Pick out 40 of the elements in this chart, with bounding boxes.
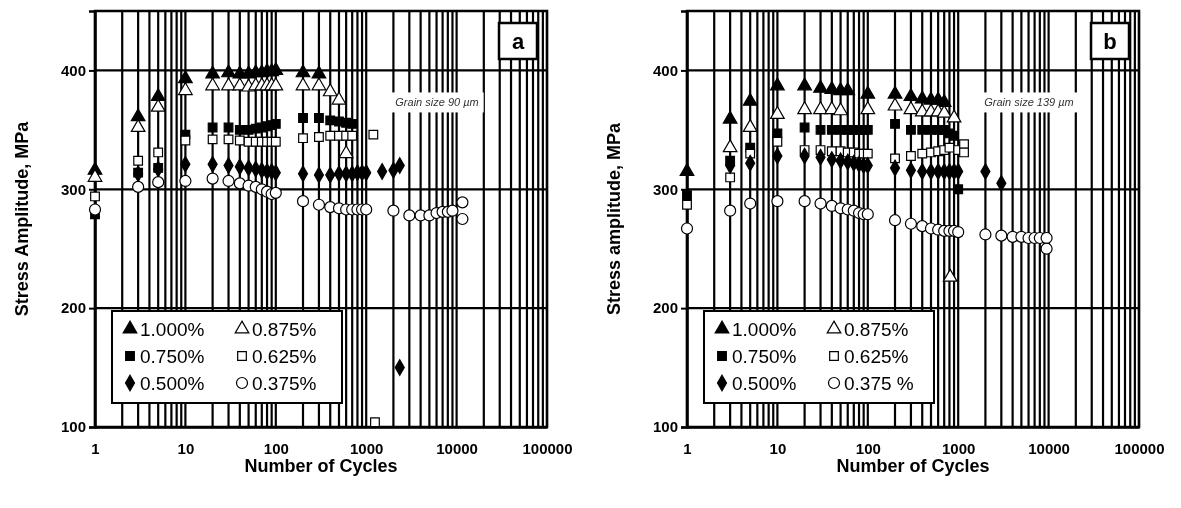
x-tick-label: 1 — [91, 440, 100, 457]
y-tick-label: 400 — [60, 61, 86, 79]
legend-label: 0.750% — [732, 346, 797, 367]
y-tick-label: 200 — [652, 299, 678, 317]
legend-label: 1.000% — [732, 319, 797, 340]
legend-label: 1.000% — [140, 319, 205, 340]
legend-label: 0.625% — [252, 346, 317, 367]
legend-label: 0.375% — [252, 373, 317, 394]
legend-label: 0.875% — [844, 319, 909, 340]
x-tick-label: 10 — [769, 440, 787, 457]
y-tick-label: 300 — [60, 180, 86, 198]
x-tick-label: 10000 — [1028, 440, 1070, 457]
annotation: Grain size 90 µm — [395, 96, 479, 109]
y-tick-label: 200 — [60, 299, 86, 317]
x-tick-label: 10000 — [436, 440, 478, 457]
y-tick-label: 300 — [652, 180, 678, 198]
x-axis-title: Number of Cycles — [836, 456, 990, 476]
x-tick-label: 100000 — [522, 440, 573, 457]
annotation: a — [511, 29, 525, 54]
legend-label: 0.375 % — [844, 373, 914, 394]
x-tick-label: 10 — [177, 440, 195, 457]
legend-label: 0.500% — [140, 373, 205, 394]
annotation: Grain size 139 µm — [984, 96, 1074, 109]
x-tick-label: 100 — [263, 440, 289, 457]
legend-label: 0.500% — [732, 373, 797, 394]
x-tick-label: 1 — [683, 440, 692, 457]
x-tick-label: 100000 — [1114, 440, 1165, 457]
x-axis-title: Number of Cycles — [244, 456, 398, 476]
y-axis-title: Stress Amplitude, MPa — [12, 120, 32, 317]
x-tick-label: 1000 — [942, 440, 976, 457]
legend-label: 0.750% — [140, 346, 205, 367]
legend-label: 0.625% — [844, 346, 909, 367]
legend-label: 0.875% — [252, 319, 317, 340]
x-tick-label: 100 — [855, 440, 881, 457]
y-tick-label: 400 — [652, 61, 678, 79]
y-tick-label: 100 — [60, 418, 86, 436]
y-tick-label: 100 — [652, 418, 678, 436]
annotation: b — [1103, 29, 1117, 54]
y-axis-title: Stress amplitude, MPa — [604, 121, 624, 316]
x-tick-label: 1000 — [350, 440, 384, 457]
